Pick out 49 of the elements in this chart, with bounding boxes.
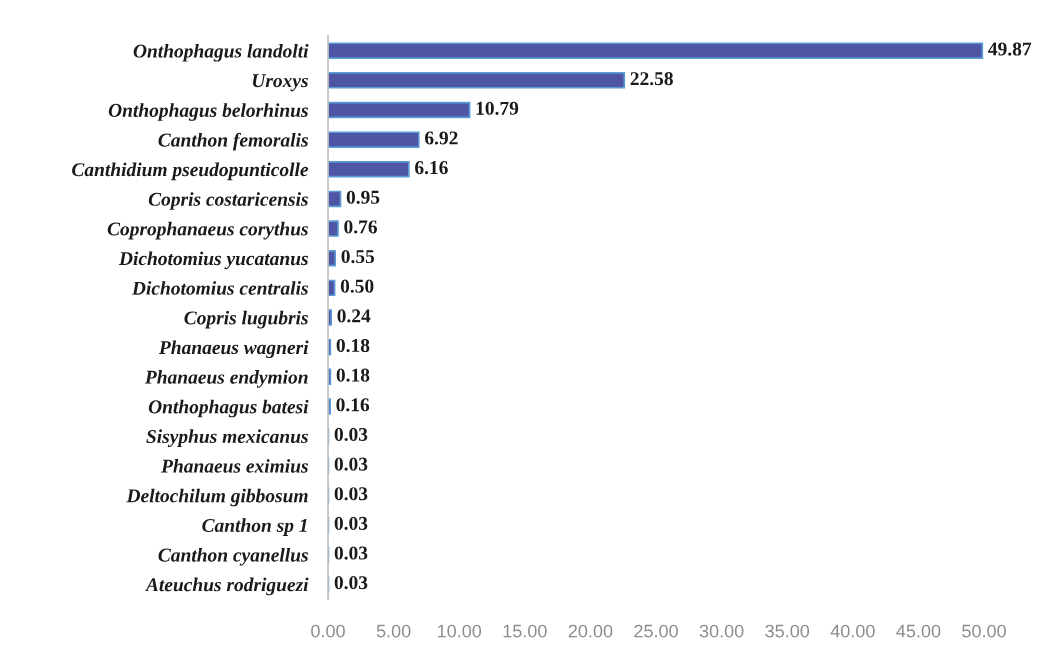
y-tick-label: Copris costaricensis [148,192,308,210]
y-tick-label: Canthon femoralis [158,132,308,151]
x-tick-label: 15.00 [503,624,547,638]
data-label: 0.95 [346,190,380,204]
x-tick-label: 5.00 [376,624,411,638]
y-tick-label: Canthidium pseudopunticolle [72,162,309,181]
x-tick-label: 10.00 [438,624,482,638]
y-tick-label: Phanaeus eximius [161,459,308,473]
data-label: 0.55 [341,249,375,264]
y-tick-label: Coprophanaeus corythus [107,221,308,240]
y-tick-label: Deltochilum gibbosum [126,488,308,507]
data-label: 0.03 [334,516,368,531]
x-tick-label: 0.00 [311,624,345,638]
data-label: 0.16 [336,398,370,412]
data-label: 6.16 [415,161,448,175]
data-label: 0.03 [334,576,368,590]
y-tick-label: Uroxys [252,74,308,92]
y-tick-label: Dichotomius centralis [131,281,308,295]
y-tick-label: Onthophagus belorhinus [108,103,308,121]
y-tick-label: Canthon sp 1 [202,518,307,536]
data-label: 0.03 [334,487,368,501]
data-label: 0.03 [334,427,368,442]
x-tick-label: 40.00 [830,624,875,638]
x-tick-label: 25.00 [634,624,678,638]
y-tick-label: Canthon cyanellus [158,547,308,566]
data-label: 10.79 [476,101,519,115]
data-label: 0.18 [336,368,370,382]
y-tick-label: Ateuchus rodriguezi [144,577,309,596]
data-label: 0.76 [344,220,377,234]
x-tick-label: 45.00 [896,624,941,638]
x-tick-label: 35.00 [765,624,810,638]
y-tick-label: Sisyphus mexicanus [146,429,308,448]
y-tick-label: Onthophagus batesi [148,399,309,418]
data-label: 0.50 [340,279,374,293]
data-label: 0.03 [334,546,368,560]
y-tick-label: Copris lugubris [184,310,308,329]
data-label: 0.24 [337,309,371,323]
x-tick-label: 30.00 [699,624,744,638]
y-tick-label: Phanaeus wagneri [158,340,309,359]
x-tick-label: 20.00 [568,624,613,638]
data-label: 22.58 [630,72,673,86]
y-tick-label: Dichotomius yucatanus [118,251,308,270]
x-tick-label: 50.00 [962,624,1006,638]
y-tick-label: Phanaeus endymion [144,370,308,388]
data-label: 6.92 [425,131,458,145]
data-label: 0.18 [336,338,370,353]
y-tick-label: Onthophagus landolti [133,43,309,62]
data-label: 49.87 [988,42,1032,56]
data-label: 0.03 [334,457,368,471]
